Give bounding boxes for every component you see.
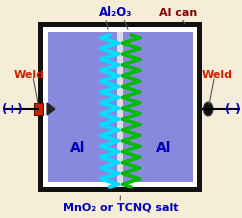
Bar: [43, 27, 197, 187]
Text: Al: Al: [70, 141, 85, 155]
Text: MnO₂ or TCNQ salt: MnO₂ or TCNQ salt: [62, 202, 178, 212]
Bar: [48, 32, 120, 182]
Text: Al₂O₃: Al₂O₃: [99, 7, 132, 19]
Text: Weld: Weld: [201, 70, 233, 80]
Text: (-): (-): [225, 102, 240, 116]
Text: Weld: Weld: [14, 70, 45, 80]
Polygon shape: [47, 103, 55, 115]
Bar: [38, 22, 202, 192]
Text: Al: Al: [156, 141, 171, 155]
Text: (+): (+): [2, 102, 22, 116]
Text: Al can: Al can: [159, 8, 197, 18]
Bar: [117, 32, 123, 182]
Ellipse shape: [203, 102, 213, 116]
Bar: [120, 32, 193, 182]
Bar: [34, 103, 43, 115]
